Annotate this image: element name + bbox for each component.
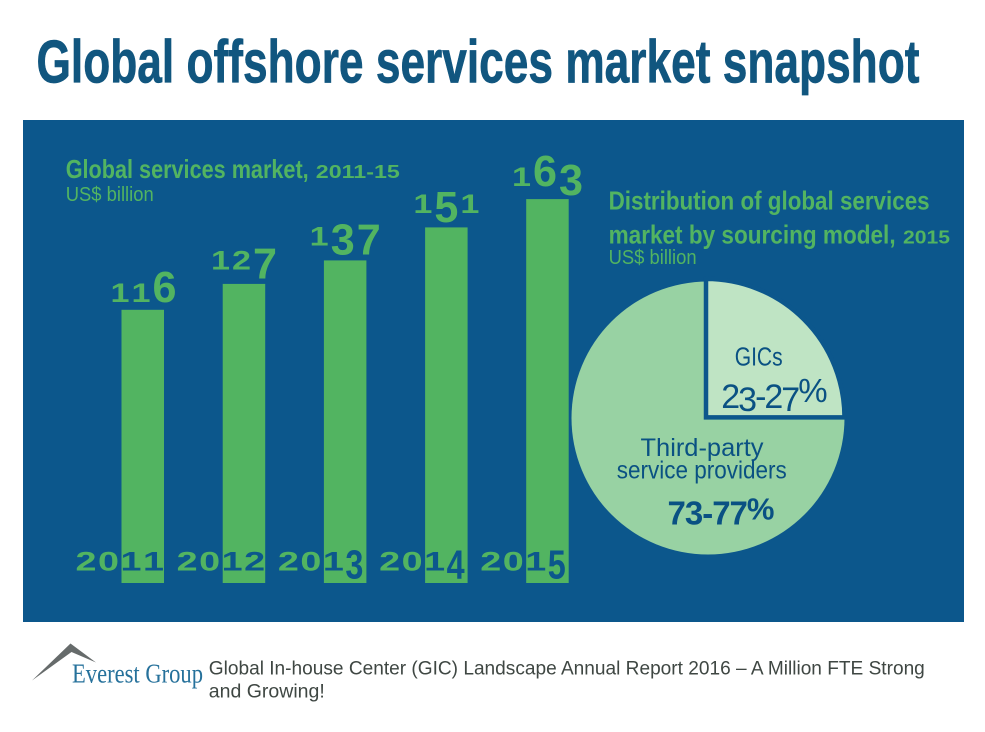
svg-text:2: 2 [480, 547, 501, 577]
svg-text:and Growing!: and Growing! [209, 682, 325, 703]
svg-text:1: 1 [323, 547, 344, 577]
svg-text:1: 1 [121, 547, 142, 577]
svg-text:1: 1 [143, 547, 164, 577]
svg-text:3: 3 [345, 542, 363, 588]
svg-text:2: 2 [232, 245, 251, 275]
svg-text:2: 2 [278, 547, 299, 577]
svg-text:1: 1 [525, 547, 546, 577]
svg-text:GICs: GICs [735, 342, 783, 372]
svg-text:2: 2 [76, 547, 97, 577]
svg-text:1: 1 [222, 547, 243, 577]
svg-text:0: 0 [98, 547, 119, 577]
svg-text:2: 2 [379, 547, 400, 577]
svg-text:5: 5 [548, 542, 566, 588]
svg-text:2011-15: 2011-15 [316, 161, 400, 182]
svg-text:6: 6 [153, 263, 177, 312]
svg-text:1: 1 [111, 278, 130, 308]
svg-text:3: 3 [331, 216, 355, 265]
svg-text:US$ billion: US$ billion [66, 184, 154, 206]
svg-text:73-77%: 73-77% [668, 492, 774, 532]
svg-text:1: 1 [143, 547, 164, 577]
svg-text:Global In-house Center (GIC) L: Global In-house Center (GIC) Landscape A… [209, 659, 925, 680]
svg-text:3: 3 [559, 156, 583, 205]
svg-text:23-27%: 23-27% [721, 372, 827, 419]
svg-text:0: 0 [300, 547, 321, 577]
svg-text:1: 1 [424, 547, 445, 577]
svg-text:1: 1 [222, 547, 243, 577]
svg-text:2: 2 [244, 547, 265, 577]
svg-text:1: 1 [413, 189, 432, 219]
svg-text:Third-party: Third-party [641, 434, 764, 462]
svg-text:3: 3 [345, 542, 363, 588]
svg-text:2015: 2015 [903, 226, 950, 247]
svg-text:Global services market,: Global services market, [66, 154, 309, 184]
svg-text:7: 7 [357, 216, 381, 265]
svg-text:1: 1 [512, 162, 531, 192]
svg-text:US$ billion: US$ billion [609, 247, 697, 269]
svg-text:1: 1 [310, 222, 329, 252]
svg-text:6: 6 [533, 147, 557, 196]
svg-text:2: 2 [244, 547, 265, 577]
svg-text:7: 7 [253, 239, 277, 288]
svg-text:4: 4 [447, 542, 465, 588]
svg-text:Everest Group: Everest Group [72, 659, 203, 689]
svg-text:Global offshore services marke: Global offshore services market snapshot [37, 29, 920, 96]
svg-text:service providers: service providers [617, 457, 787, 485]
svg-text:5: 5 [548, 542, 566, 588]
svg-text:5: 5 [434, 183, 458, 232]
svg-text:1: 1 [211, 245, 230, 275]
svg-text:0: 0 [503, 547, 524, 577]
svg-text:1: 1 [424, 547, 445, 577]
svg-text:2: 2 [177, 547, 198, 577]
svg-text:1: 1 [323, 547, 344, 577]
svg-text:1: 1 [121, 547, 142, 577]
svg-text:1: 1 [460, 189, 479, 219]
svg-text:market by sourcing model,: market by sourcing model, [609, 219, 896, 249]
svg-text:1: 1 [525, 547, 546, 577]
svg-text:Distribution of global service: Distribution of global services [609, 185, 930, 215]
svg-text:0: 0 [402, 547, 423, 577]
svg-text:1: 1 [132, 278, 151, 308]
svg-text:4: 4 [447, 542, 465, 588]
svg-text:0: 0 [199, 547, 220, 577]
